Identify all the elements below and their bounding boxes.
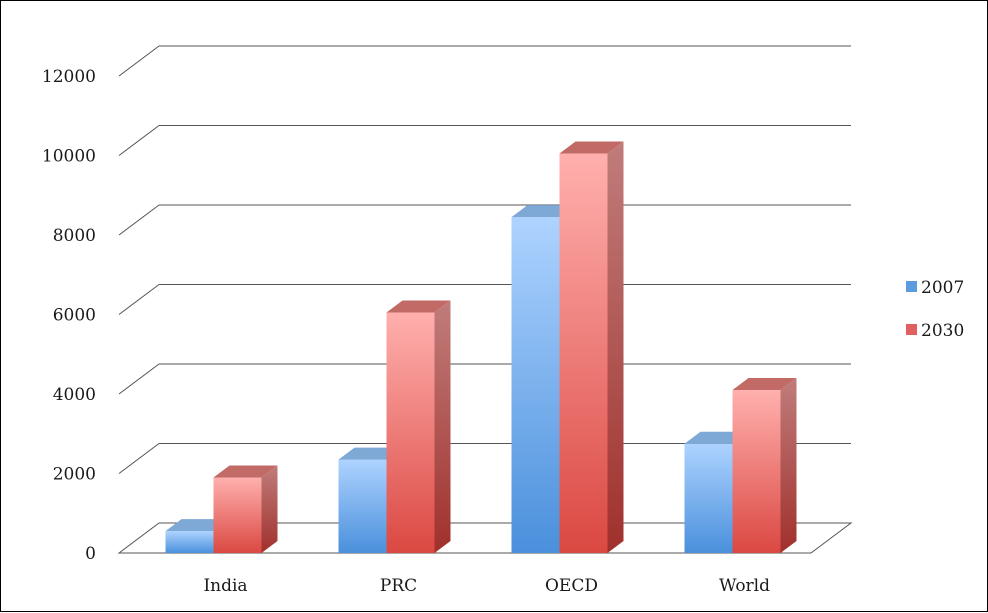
bar-front bbox=[386, 312, 435, 553]
bar-front bbox=[511, 217, 560, 554]
bar-front bbox=[732, 390, 781, 553]
gridline-diagonal bbox=[118, 363, 160, 395]
bar-front bbox=[684, 443, 733, 553]
bar-side bbox=[607, 141, 624, 553]
bar-front bbox=[559, 153, 608, 553]
gridline-diagonal bbox=[118, 204, 160, 236]
y-tick-label: 12000 bbox=[42, 67, 96, 87]
gridline-diagonal bbox=[118, 443, 160, 474]
legend-label-2007: 2007 bbox=[921, 278, 964, 298]
gridline-diagonal bbox=[118, 284, 160, 315]
bar-front bbox=[338, 459, 387, 553]
legend-swatch-2030 bbox=[906, 324, 917, 335]
bar-india-2030 bbox=[213, 465, 278, 553]
bar-top bbox=[732, 378, 797, 391]
bar-oecd-2030 bbox=[559, 141, 624, 553]
y-tick-label: 10000 bbox=[42, 147, 96, 167]
y-tick-label: 8000 bbox=[53, 226, 96, 246]
legend: 2007 2030 bbox=[906, 278, 964, 341]
bar-front bbox=[165, 531, 214, 553]
y-tick-label: 0 bbox=[85, 544, 96, 564]
bar-top bbox=[559, 141, 624, 154]
gridlines bbox=[117, 45, 853, 554]
y-tick-label: 2000 bbox=[53, 465, 96, 485]
legend-label-2030: 2030 bbox=[921, 321, 964, 341]
x-category-label: World bbox=[719, 576, 770, 596]
x-axis-labels: India PRC OECD World bbox=[203, 576, 770, 596]
bar-world-2030 bbox=[732, 378, 797, 553]
gridline-diagonal bbox=[118, 45, 160, 77]
bar-side bbox=[780, 378, 797, 553]
bar-front bbox=[213, 477, 262, 553]
bar-top bbox=[386, 300, 451, 313]
legend-swatch-2007 bbox=[906, 281, 917, 292]
gridline-diagonal bbox=[118, 125, 160, 156]
bar-prc-2030 bbox=[386, 300, 451, 553]
bar-side bbox=[434, 300, 451, 553]
x-category-label: OECD bbox=[545, 576, 598, 596]
y-tick-label: 6000 bbox=[53, 306, 96, 326]
bars bbox=[165, 141, 797, 554]
y-tick-label: 4000 bbox=[53, 385, 96, 405]
bar-side bbox=[261, 465, 278, 553]
y-axis-ticks: 0 2000 4000 6000 8000 10000 12000 bbox=[42, 67, 96, 564]
x-category-label: PRC bbox=[380, 576, 417, 596]
bar-top bbox=[213, 465, 278, 478]
x-category-label: India bbox=[203, 576, 247, 596]
